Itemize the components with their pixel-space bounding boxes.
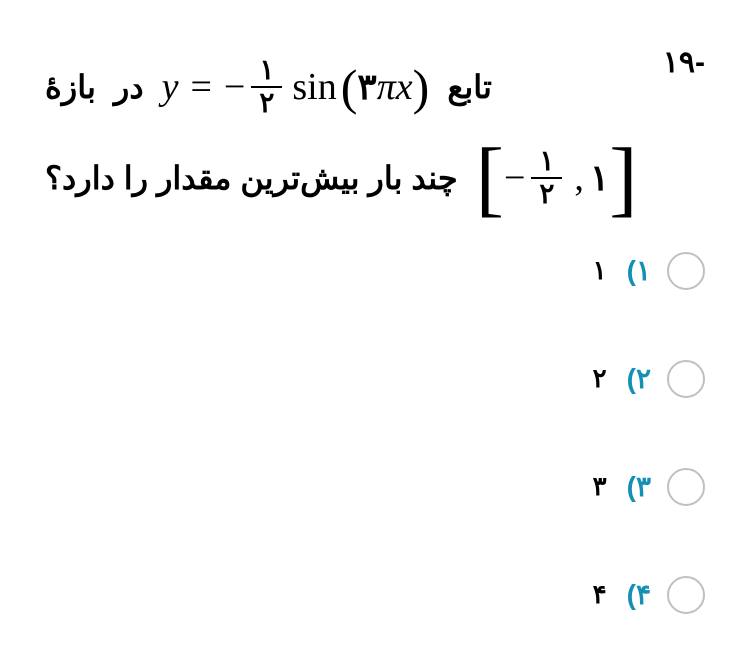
eq-minus: −: [224, 65, 245, 109]
interval-frac-den: ۲: [531, 179, 562, 210]
interval-frac-num: ۱: [531, 146, 562, 179]
rest-question: چند بار بیش‌ترین مقدار را دارد؟: [45, 159, 458, 197]
radio-option-3[interactable]: [667, 468, 705, 506]
eq-pi: π: [377, 65, 396, 109]
options-list: ۱) ۱ ۲) ۲ ۳) ۳ ۴) ۴: [45, 252, 705, 614]
option-2: ۲) ۲: [45, 360, 705, 398]
interval-comma: ,: [574, 156, 584, 200]
option-text-1: ۱: [593, 255, 607, 286]
interval-one: ۱: [590, 157, 609, 199]
option-number-4: ۴): [627, 578, 651, 611]
interval-minus: −: [504, 156, 525, 200]
word-bazeh: بازۀ: [45, 68, 96, 106]
interval-right-bracket: ]: [609, 144, 637, 212]
equation: y = − ۱ ۲ sin ( ۳ π x ): [162, 55, 430, 119]
eq-fraction: ۱ ۲: [251, 55, 282, 119]
question-number: -۱۹: [663, 45, 705, 80]
option-text-2: ۲: [593, 363, 607, 394]
option-number-3: ۳): [627, 470, 651, 503]
radio-option-1[interactable]: [667, 252, 705, 290]
option-4: ۴) ۴: [45, 576, 705, 614]
interval-fraction: ۱ ۲: [531, 146, 562, 210]
word-dar: در: [114, 68, 144, 106]
eq-x: x: [396, 65, 413, 109]
radio-option-4[interactable]: [667, 576, 705, 614]
option-3: ۳) ۳: [45, 468, 705, 506]
eq-equals: =: [190, 65, 211, 109]
radio-option-2[interactable]: [667, 360, 705, 398]
eq-three: ۳: [357, 66, 376, 108]
question-line-2: [ − ۱ ۲ , ۱ ] چند بار بیش‌ترین مقدار را …: [45, 144, 705, 212]
option-text-3: ۳: [593, 471, 607, 502]
option-1: ۱) ۱: [45, 252, 705, 290]
question-text: تابع y = − ۱ ۲ sin ( ۳ π x ) در بازۀ [ −…: [45, 55, 705, 212]
eq-frac-num: ۱: [251, 55, 282, 88]
option-number-1: ۱): [627, 254, 651, 287]
option-text-4: ۴: [593, 579, 607, 610]
word-tab: تابع: [447, 68, 492, 106]
eq-sin: sin: [292, 65, 336, 109]
eq-paren-close: ): [413, 58, 430, 116]
interval: [ − ۱ ۲ , ۱ ]: [476, 144, 638, 212]
question-line-1: تابع y = − ۱ ۲ sin ( ۳ π x ) در بازۀ: [45, 55, 640, 119]
option-number-2: ۲): [627, 362, 651, 395]
eq-frac-den: ۲: [251, 88, 282, 119]
eq-y: y: [162, 65, 179, 109]
eq-paren-open: (: [341, 58, 358, 116]
interval-left-bracket: [: [476, 144, 504, 212]
